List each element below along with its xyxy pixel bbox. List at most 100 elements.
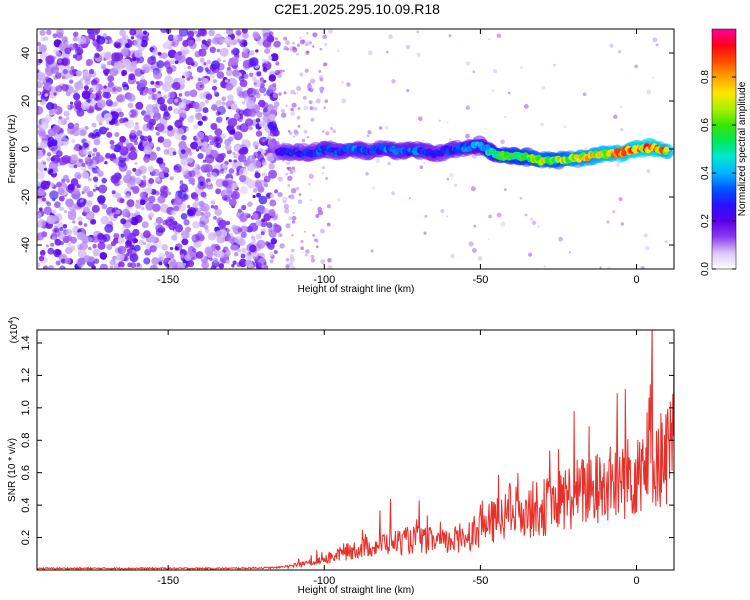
colorbar-tick-label: 0.2 (700, 214, 711, 228)
spectrogram-noise-point (224, 79, 228, 83)
spectrogram-noise-point (290, 265, 296, 269)
spectrogram-noise-point (199, 101, 206, 108)
spectrogram-noise-point (54, 227, 60, 233)
spectrogram-noise-point (163, 108, 169, 114)
spectrogram-noise-point (286, 161, 290, 166)
spectrogram-noise-point (158, 253, 166, 261)
spectrogram-noise-point (225, 29, 234, 36)
spectrogram-noise-point (300, 239, 304, 244)
spectrogram-noise-point (256, 71, 262, 77)
spectrogram-noise-point (118, 111, 124, 118)
spectrogram-noise-point (148, 95, 153, 100)
spectrogram-noise-point (270, 53, 279, 62)
spectrogram-noise-point (292, 135, 295, 138)
spectrogram-noise-point (241, 247, 246, 253)
spectrogram-noise-point (185, 57, 194, 66)
spectrogram-noise-point (215, 188, 222, 195)
spectrogram-noise-point (260, 231, 265, 236)
spectrogram-noise-point (61, 36, 68, 43)
spectrogram-noise-point (308, 100, 313, 105)
spectrogram-noise-point (147, 107, 154, 114)
spectrogram-noise-point (132, 57, 136, 62)
spectrogram-noise-point (299, 72, 304, 77)
spectrogram-noise-point (195, 81, 205, 91)
snr-y-tick-label: 0.6 (20, 465, 32, 480)
spectrogram-noise-point (91, 122, 97, 128)
spectrogram-noise-point (134, 210, 140, 216)
spectrogram-noise-point (74, 225, 78, 229)
spectrogram-noise-point (229, 129, 236, 135)
spectrogram-noise-point (528, 252, 533, 257)
spectrogram-noise-point (270, 130, 277, 137)
spectrogram-noise-point (177, 77, 186, 86)
spectrogram-noise-point (297, 199, 303, 204)
spectrogram-x-tick-label: -50 (472, 274, 488, 286)
spectrogram-noise-point (230, 103, 238, 111)
spectrogram-noise-point (655, 43, 659, 47)
spectrogram-noise-point (133, 38, 142, 48)
spectrogram-noise-point (454, 183, 458, 187)
spectrogram-noise-point (212, 257, 219, 264)
spectrogram-noise-point (125, 222, 132, 228)
spectrogram-noise-point (76, 108, 85, 117)
spectrogram-noise-point (178, 29, 189, 37)
spectrogram-noise-point (181, 230, 190, 239)
spectrogram-noise-point (315, 98, 321, 104)
spectrogram-noise-point (70, 66, 75, 70)
spectrogram-noise-point (190, 76, 194, 80)
snr-x-tick-label: -150 (157, 575, 179, 587)
spectrogram-noise-point (423, 231, 427, 235)
spectrogram-noise-point (54, 213, 63, 222)
spectrogram-noise-point (240, 225, 248, 234)
spectrogram-noise-point (109, 39, 113, 44)
snr-y-ticks: 0.2 0.4 0.6 0.8 1.0 1.2 1.4 (20, 335, 674, 545)
spectrogram-noise-point (39, 99, 46, 106)
snr-y-tick-label: 1.0 (20, 400, 32, 415)
spectrogram-noise-point (180, 248, 185, 254)
spectrogram-noise-point (227, 66, 231, 71)
spectrogram-noise-point (228, 168, 235, 174)
spectrogram-noise-point (263, 108, 268, 113)
spectrogram-noise-point (97, 90, 102, 95)
spectrogram-noise-point (303, 105, 308, 111)
spectrogram-noise-point (168, 261, 178, 269)
spectrogram-noise-point (127, 102, 134, 109)
spectrogram-noise-point (448, 34, 452, 38)
spectrogram-noise-point (151, 87, 157, 93)
snr-scale-prefix: (x10 (9, 323, 20, 343)
spectrogram-noise-point (620, 222, 625, 226)
spectrogram-noise-point (80, 77, 84, 82)
spectrogram-noise-point (119, 135, 126, 143)
spectrogram-noise-point (323, 106, 327, 109)
spectrogram-noise-point (46, 215, 56, 225)
spectrogram-noise-point (58, 116, 62, 120)
spectrogram-noise-point (45, 244, 49, 248)
spectrogram-noise-point (201, 203, 210, 212)
snr-scale-label: (x104) (8, 317, 20, 344)
spectrogram-noise-point (312, 45, 315, 48)
spectrogram-noise-point (111, 190, 116, 195)
spectrogram-noise-point (285, 223, 291, 229)
spectrogram-noise-point (198, 220, 206, 228)
spectrogram-noise-point (296, 86, 302, 91)
spectrogram-noise-point (488, 38, 491, 41)
spectrogram-noise-point (263, 93, 267, 97)
spectrogram-noise-point (262, 63, 268, 68)
spectrogram-noise-point (252, 188, 258, 193)
spectrogram-noise-point (222, 59, 226, 63)
spectrogram-noise-point (195, 163, 200, 169)
spectrogram-noise-point (194, 30, 199, 35)
colorbar-tick-label: 0.8 (700, 70, 711, 84)
spectrogram-noise-point (255, 233, 262, 240)
spectrogram-noise-point (186, 157, 194, 164)
spectrogram-noise-point (125, 243, 130, 249)
spectrogram-noise-point (558, 236, 563, 242)
spectrogram-noise-point (186, 77, 191, 81)
spectrogram-noise-point (104, 52, 112, 60)
spectrogram-noise-point (128, 73, 136, 81)
spectrogram-noise-point (188, 103, 194, 108)
spectrogram-noise-point (277, 73, 283, 78)
spectrogram-noise-point (155, 123, 165, 132)
spectrogram-noise-point (92, 147, 98, 153)
spectrogram-noise-point (619, 105, 622, 108)
